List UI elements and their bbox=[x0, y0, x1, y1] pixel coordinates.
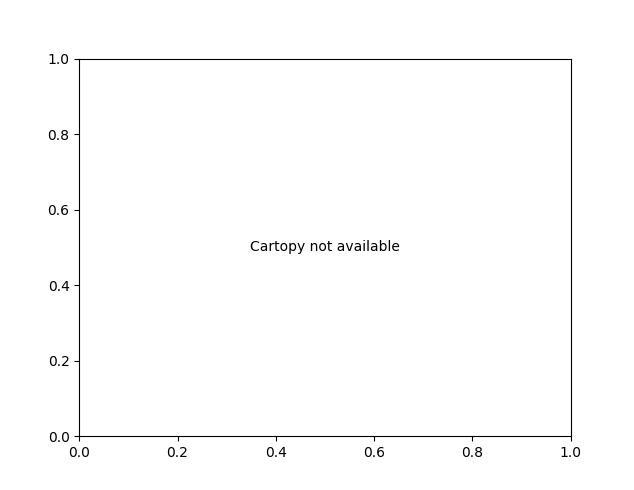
Text: Cartopy not available: Cartopy not available bbox=[250, 241, 400, 254]
